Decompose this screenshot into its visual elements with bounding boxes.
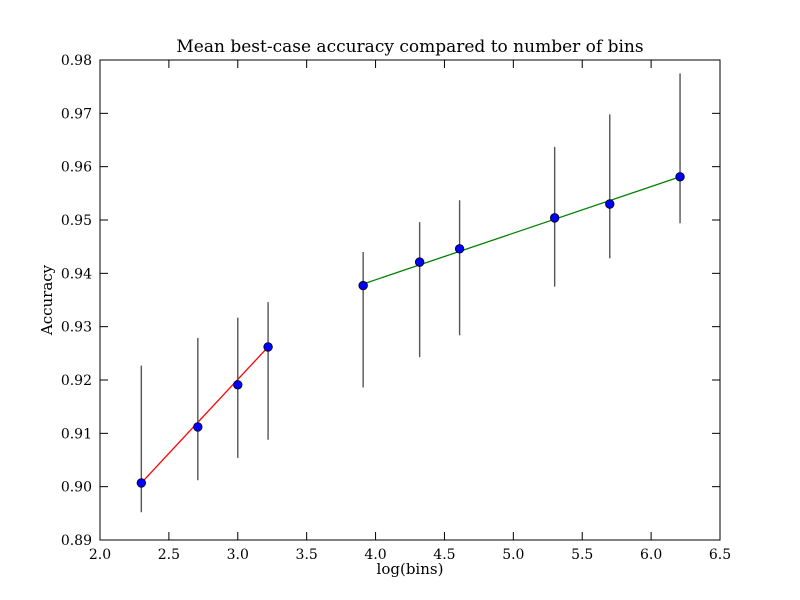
- y-tick-label: 0.97: [61, 106, 92, 122]
- y-tick-label: 0.98: [61, 53, 92, 69]
- fit-line-2: [362, 176, 681, 285]
- data-point: [605, 199, 615, 209]
- x-axis-label: log(bins): [377, 560, 444, 578]
- x-tick-label: 5.5: [571, 547, 593, 563]
- data-point: [233, 380, 243, 390]
- y-axis-ticks: 0.89 0.90 0.91 0.92 0.93 0.94 0.95 0.96 0.97 0.98: [61, 53, 720, 549]
- y-tick-label: 0.92: [61, 373, 92, 389]
- y-axis-label: Accuracy: [38, 264, 56, 336]
- y-tick-label: 0.90: [61, 480, 92, 496]
- fit-lines: [140, 176, 681, 484]
- fit-line-1: [140, 346, 269, 484]
- x-tick-label: 6.0: [640, 547, 662, 563]
- data-point: [549, 213, 560, 223]
- y-tick-label: 0.95: [61, 213, 92, 229]
- x-tick-label: 3.5: [296, 547, 318, 563]
- data-point: [193, 422, 203, 432]
- x-tick-label: 4.0: [364, 547, 386, 563]
- y-tick-label: 0.94: [61, 266, 92, 282]
- data-point: [263, 342, 273, 352]
- data-point: [414, 257, 425, 267]
- x-tick-label: 2.0: [89, 547, 111, 563]
- y-tick-label: 0.96: [61, 160, 92, 176]
- x-axis-ticks: 2.0 2.5 3.0 3.5 4.0 4.5 5.0 5.5 6.0 6.5: [89, 60, 731, 563]
- x-tick-label: 6.5: [709, 547, 731, 563]
- x-tick-label: 5.0: [502, 547, 524, 563]
- data-point: [136, 478, 147, 488]
- y-tick-label: 0.91: [61, 426, 92, 442]
- y-tick-label: 0.93: [61, 320, 92, 336]
- data-markers: [136, 172, 685, 488]
- data-point: [454, 244, 465, 254]
- x-tick-label: 2.5: [158, 547, 180, 563]
- plot-area: [99, 59, 721, 541]
- y-tick-label: 0.89: [61, 533, 92, 549]
- data-point: [675, 172, 685, 182]
- x-tick-label: 3.0: [227, 547, 249, 563]
- chart-title: Mean best-case accuracy compared to numb…: [176, 37, 643, 57]
- data-point: [358, 280, 368, 291]
- x-tick-label: 4.5: [433, 547, 455, 563]
